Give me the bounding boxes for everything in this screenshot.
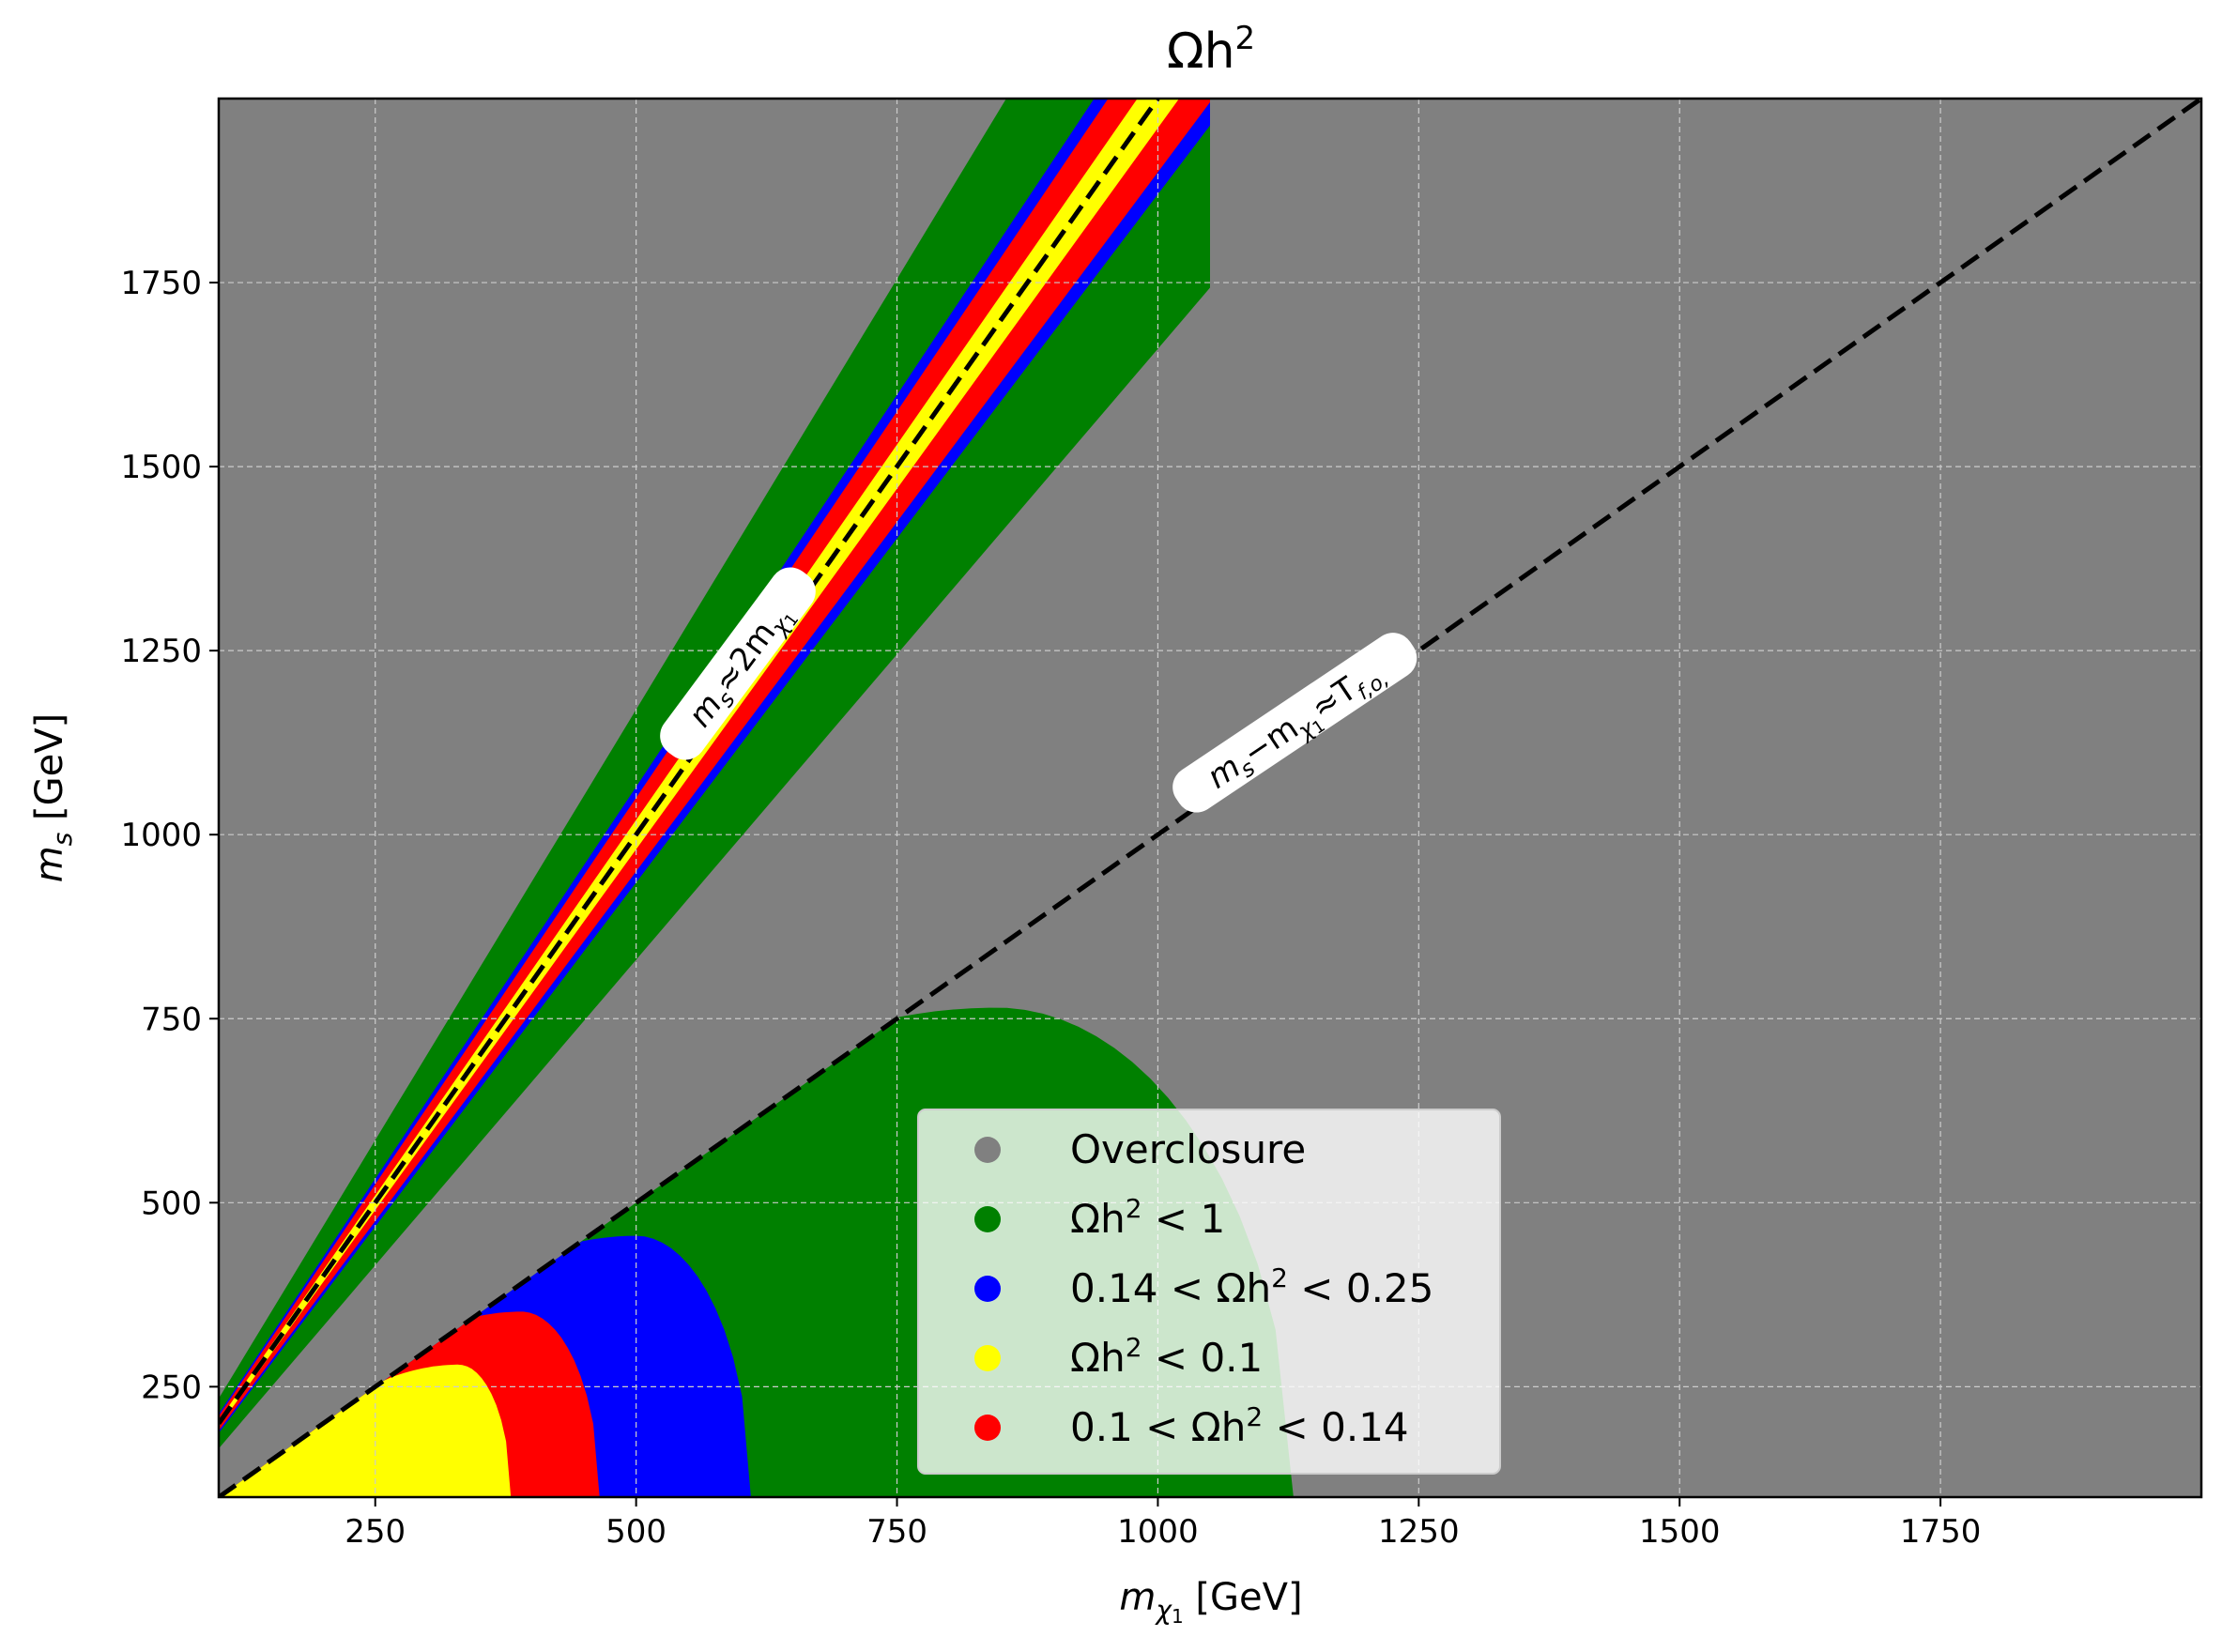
y-tick-label: 750 xyxy=(141,1001,202,1038)
legend: Overclosure Ωh2 < 1 0.14 < Ωh2 < 0.25 Ωh2 <… xyxy=(917,1109,1501,1475)
x-axis-label: mχ1 [GeV] xyxy=(1119,1576,1302,1628)
y-axis-label: ms [GeV] xyxy=(28,713,78,882)
relic-density-regions xyxy=(219,99,1294,1497)
x-tick-label: 250 xyxy=(345,1513,406,1551)
legend-marker xyxy=(974,1345,1001,1371)
coannihilation-region-yellow xyxy=(219,1364,512,1497)
y-axis-ticks: 250 500 750 1000 1250 1500 1750 xyxy=(120,265,219,1406)
plot-area xyxy=(219,99,2201,1497)
legend-marker xyxy=(974,1137,1001,1163)
legend-marker xyxy=(974,1276,1001,1302)
x-tick-label: 1250 xyxy=(1378,1513,1460,1551)
legend-box xyxy=(917,1109,1501,1475)
reference-line-0 xyxy=(219,99,1160,1426)
resonance-band-yellow xyxy=(219,99,1180,1427)
x-axis-ticks: 250 500 750 1000 1250 1500 1750 xyxy=(345,1497,1981,1551)
legend-label: 0.1 < Ωh2 < 0.14 xyxy=(1070,1401,1409,1450)
x-tick-label: 1750 xyxy=(1900,1513,1982,1551)
x-tick-label: 1000 xyxy=(1117,1513,1199,1551)
resonance-band-red xyxy=(219,99,1210,1431)
legend-label: Overclosure xyxy=(1070,1126,1306,1172)
y-tick-label: 1000 xyxy=(120,817,202,854)
legend-label: Ωh2 < 1 xyxy=(1070,1193,1225,1242)
chart-title: Ωh2 xyxy=(1167,20,1255,80)
plot-frame xyxy=(217,97,2203,1499)
legend-label: 0.14 < Ωh2 < 0.25 xyxy=(1070,1262,1433,1311)
x-tick-label: 1500 xyxy=(1639,1513,1721,1551)
legend-marker xyxy=(974,1206,1001,1232)
x-tick-label: 750 xyxy=(866,1513,927,1551)
legend-label: Ωh2 < 0.1 xyxy=(1070,1332,1263,1381)
y-tick-label: 500 xyxy=(141,1185,202,1222)
y-tick-label: 1250 xyxy=(120,633,202,670)
y-tick-label: 1500 xyxy=(120,449,202,486)
y-tick-label: 250 xyxy=(141,1369,202,1406)
legend-marker xyxy=(974,1415,1001,1441)
coannihilation-line-label: ms−mχ1≈Tf,o, xyxy=(1172,633,1417,813)
y-tick-label: 1750 xyxy=(120,265,202,302)
x-tick-label: 500 xyxy=(605,1513,667,1551)
